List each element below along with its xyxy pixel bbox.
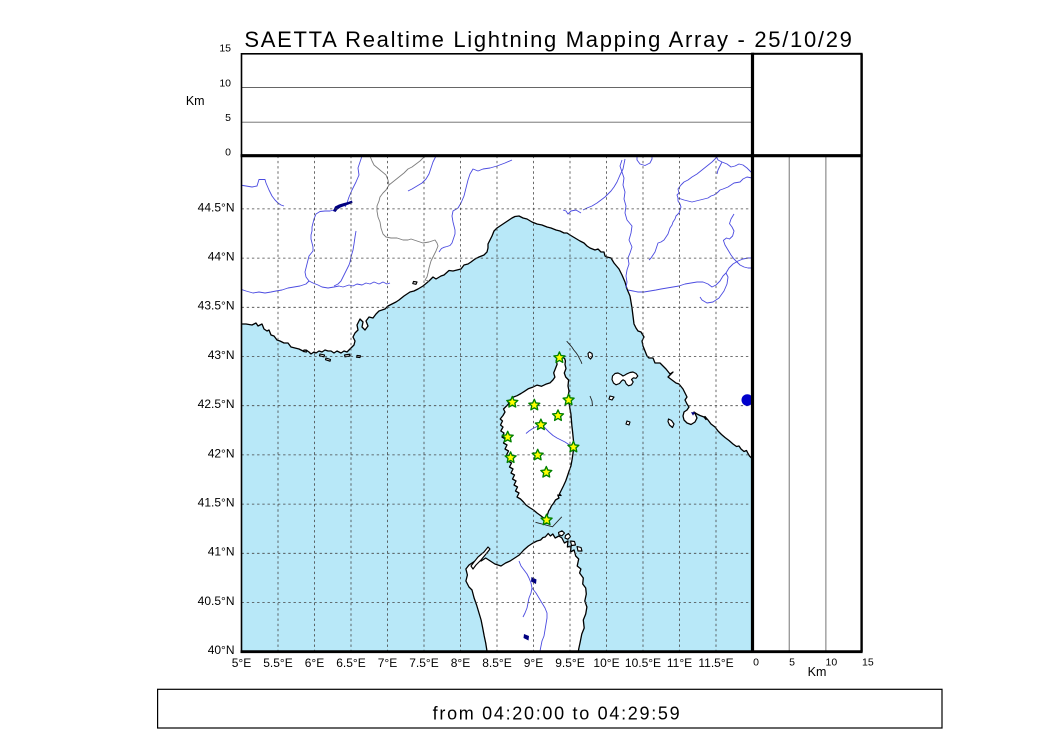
svg-text:from 04:20:00 to 04:29:59: from 04:20:00 to 04:29:59 (433, 703, 682, 723)
svg-text:41.5°N: 41.5°N (198, 496, 235, 510)
svg-text:7.5°E: 7.5°E (409, 656, 438, 670)
svg-text:10: 10 (826, 657, 838, 669)
svg-text:41°N: 41°N (208, 545, 235, 559)
svg-text:10: 10 (219, 78, 231, 90)
svg-text:5: 5 (789, 657, 795, 669)
svg-text:10°E: 10°E (593, 656, 619, 670)
svg-text:Km: Km (808, 665, 827, 679)
svg-text:11°E: 11°E (667, 656, 692, 670)
svg-text:10.5°E: 10.5°E (625, 656, 661, 670)
svg-text:44.5°N: 44.5°N (198, 200, 235, 214)
svg-text:9.5°E: 9.5°E (555, 656, 584, 670)
svg-text:42.5°N: 42.5°N (198, 397, 235, 411)
svg-text:Km: Km (186, 94, 205, 108)
svg-text:40°N: 40°N (208, 643, 235, 657)
svg-text:43°N: 43°N (208, 348, 235, 362)
svg-text:43.5°N: 43.5°N (198, 299, 235, 313)
svg-text:0: 0 (753, 657, 759, 669)
svg-text:SAETTA Realtime Lightning Mapp: SAETTA Realtime Lightning Mapping Array … (244, 27, 853, 52)
svg-text:44°N: 44°N (208, 250, 235, 264)
svg-text:8.5°E: 8.5°E (482, 656, 511, 670)
svg-text:40.5°N: 40.5°N (198, 594, 235, 608)
svg-text:42°N: 42°N (208, 446, 235, 460)
svg-text:15: 15 (219, 43, 231, 55)
svg-text:5: 5 (225, 112, 231, 124)
svg-text:7°E: 7°E (378, 656, 397, 670)
svg-text:11.5°E: 11.5°E (698, 656, 733, 670)
svg-text:6°E: 6°E (305, 656, 324, 670)
svg-text:5.5°E: 5.5°E (263, 656, 292, 670)
svg-text:0: 0 (225, 147, 231, 159)
svg-text:8°E: 8°E (451, 656, 470, 670)
svg-text:15: 15 (862, 657, 874, 669)
svg-text:5°E: 5°E (232, 656, 251, 670)
svg-text:6.5°E: 6.5°E (336, 656, 365, 670)
svg-text:9°E: 9°E (524, 656, 543, 670)
